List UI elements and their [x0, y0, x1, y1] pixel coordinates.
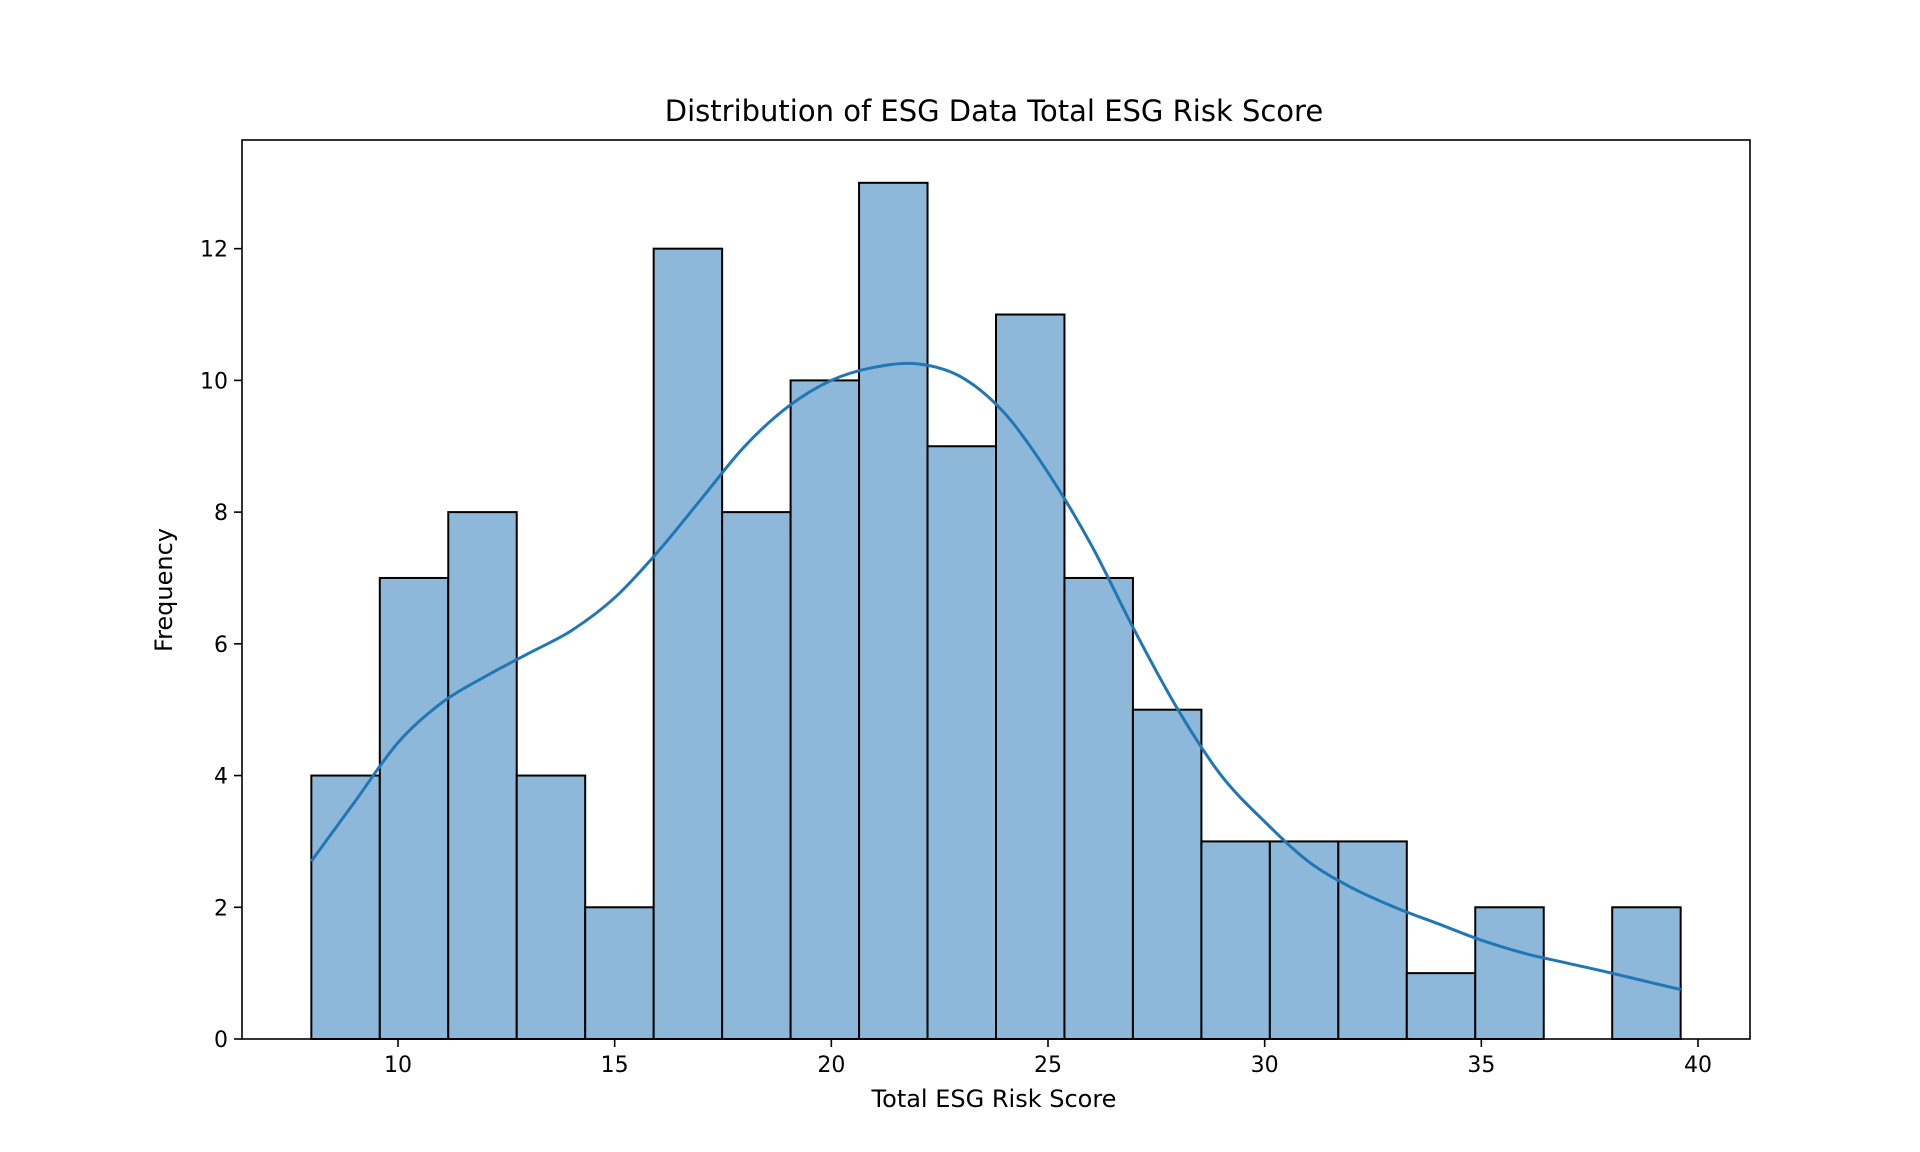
x-tick-label: 30: [1251, 1053, 1279, 1078]
histogram-bar: [1131, 708, 1203, 1040]
histogram-bar: [1268, 840, 1340, 1041]
y-axis-label: Frequency: [150, 528, 178, 652]
y-axis: 0 2 4 6 8 10 12: [200, 238, 242, 1053]
x-tick-label: 15: [601, 1053, 629, 1078]
histogram-bar: [926, 445, 997, 1040]
histogram-bar: [515, 774, 587, 1040]
histogram-bar: [995, 313, 1066, 1040]
histogram-bar: [1337, 840, 1408, 1041]
y-tick-label: 2: [214, 896, 228, 921]
histogram-bar: [652, 247, 724, 1040]
x-axis: 10 15 20 25 30 35 40: [384, 1039, 1712, 1078]
chart-title: Distribution of ESG Data Total ESG Risk …: [665, 94, 1323, 128]
y-tick-label: 6: [214, 633, 228, 658]
histogram-bar: [310, 774, 381, 1040]
histogram-bar: [1405, 972, 1477, 1041]
x-tick-label: 25: [1034, 1053, 1062, 1078]
x-tick-label: 10: [384, 1053, 412, 1078]
histogram-bar: [789, 379, 861, 1040]
histogram-bar: [378, 576, 450, 1040]
plot-frame: [241, 139, 1751, 1040]
histogram-bar: [858, 181, 929, 1041]
histogram-bar: [584, 906, 655, 1040]
x-tick-label: 40: [1684, 1053, 1712, 1078]
histogram-bar: [1611, 906, 1682, 1040]
histogram-bars: [310, 181, 1682, 1041]
histogram-bar: [447, 511, 518, 1040]
y-tick-label: 10: [200, 369, 228, 394]
x-tick-label: 20: [817, 1053, 845, 1078]
histogram-bar: [1063, 576, 1134, 1040]
y-tick-label: 0: [214, 1028, 228, 1053]
y-tick-label: 12: [200, 238, 228, 263]
histogram-bar: [1200, 840, 1271, 1041]
x-tick-label: 35: [1467, 1053, 1495, 1078]
histogram-bar: [1474, 906, 1545, 1040]
kde-curve: [310, 361, 1682, 992]
x-axis-label: Total ESG Risk Score: [871, 1085, 1117, 1113]
y-tick-label: 8: [214, 501, 228, 526]
histogram-bar: [721, 511, 792, 1040]
y-tick-label: 4: [214, 765, 228, 790]
